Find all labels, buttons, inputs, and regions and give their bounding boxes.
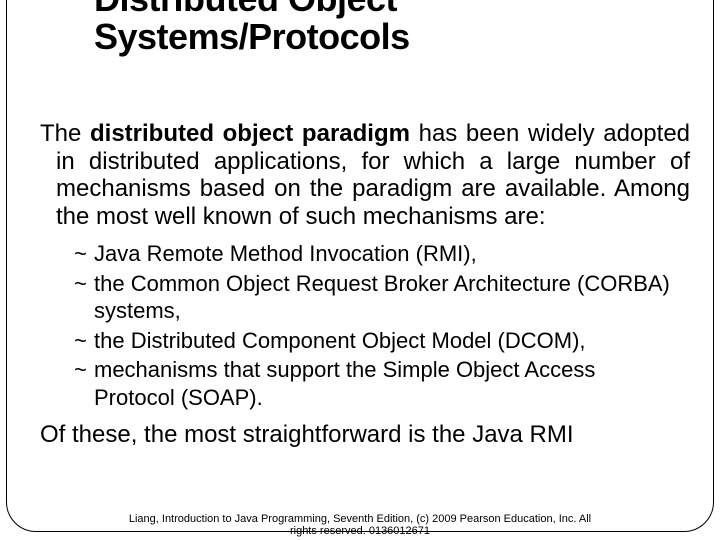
slide: Distributed Object Systems/Protocols The… xyxy=(0,0,720,540)
bullet-text: Java Remote Method Invocation (RMI), xyxy=(94,240,690,268)
intro-bold: distributed object paradigm xyxy=(90,120,410,147)
intro-pre: The xyxy=(40,120,90,147)
intro-paragraph: The distributed object paradigm has been… xyxy=(40,120,690,230)
bullet-list: ~ Java Remote Method Invocation (RMI), ~… xyxy=(74,240,690,411)
list-item: ~ the Common Object Request Broker Archi… xyxy=(74,270,690,325)
bullet-text: the Distributed Component Object Model (… xyxy=(94,327,690,355)
bullet-marker: ~ xyxy=(74,327,94,355)
footer-line-1: Liang, Introduction to Java Programming,… xyxy=(129,513,591,525)
slide-content: The distributed object paradigm has been… xyxy=(30,120,690,449)
bullet-marker: ~ xyxy=(74,356,94,411)
bullet-marker: ~ xyxy=(74,270,94,325)
list-item: ~ mechanisms that support the Simple Obj… xyxy=(74,356,690,411)
closing-line: Of these, the most straightforward is th… xyxy=(40,421,690,449)
slide-title: Distributed Object Systems/Protocols xyxy=(94,0,654,56)
list-item: ~ Java Remote Method Invocation (RMI), xyxy=(74,240,690,268)
bullet-text: mechanisms that support the Simple Objec… xyxy=(94,356,690,411)
footer-line-2: rights reserved. 0136012671 xyxy=(290,525,430,537)
footer: Liang, Introduction to Java Programming,… xyxy=(0,513,720,538)
bullet-marker: ~ xyxy=(74,240,94,268)
list-item: ~ the Distributed Component Object Model… xyxy=(74,327,690,355)
bullet-text: the Common Object Request Broker Archite… xyxy=(94,270,690,325)
